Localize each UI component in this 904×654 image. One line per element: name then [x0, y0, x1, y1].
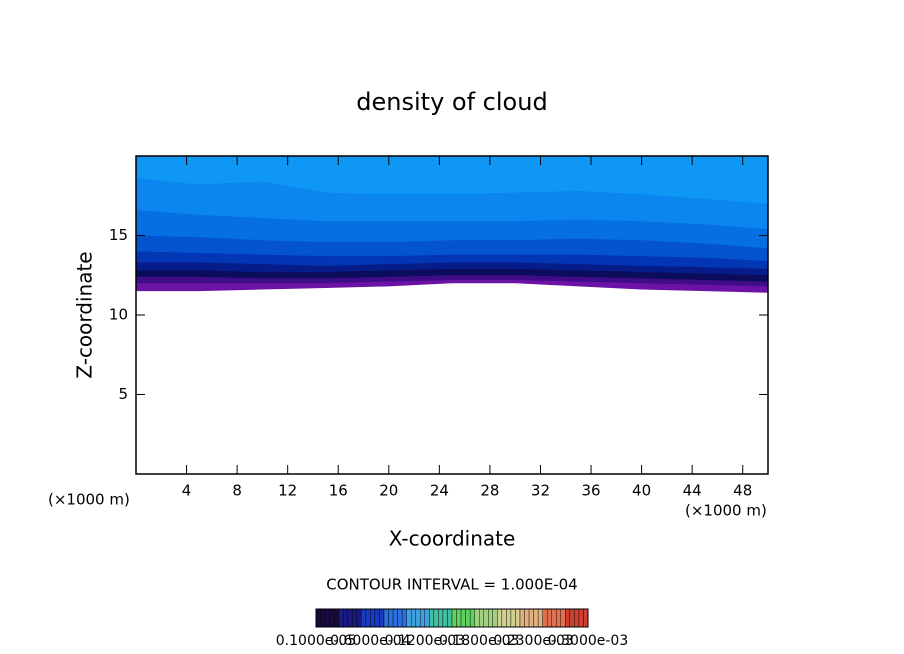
cloud-base [136, 283, 768, 474]
colorbar-swatch [474, 608, 480, 628]
colorbar-swatch [569, 608, 575, 628]
colorbar-swatch [515, 608, 521, 628]
colorbar-swatch [397, 608, 403, 628]
colorbar-swatch [420, 608, 425, 628]
x-unit-label: (×1000 m) [685, 502, 767, 520]
colorbar-swatch [578, 608, 584, 628]
colorbar-swatch [469, 608, 475, 628]
colorbar-swatch [406, 608, 412, 628]
colorbar-swatch [451, 608, 457, 628]
colorbar-swatch [479, 608, 484, 628]
colorbar-label: 0.6000e-04 [330, 633, 411, 649]
colorbar-swatch [560, 608, 566, 628]
colorbar-swatch [447, 608, 453, 628]
colorbar-swatch [524, 608, 530, 628]
x-tick-label: 48 [733, 482, 752, 500]
x-tick-label: 28 [480, 482, 499, 500]
colorbar-swatch [556, 608, 561, 628]
colorbar-label: 0.2300e-03 [493, 633, 573, 649]
colorbar-swatch [519, 608, 525, 628]
y-axis-label: Z-coordinate [73, 251, 97, 378]
y-tick-label: 10 [109, 306, 128, 324]
colorbar-swatch [374, 608, 380, 628]
colorbar-swatch [343, 608, 348, 628]
x-tick-label: 36 [581, 482, 600, 500]
colorbar-swatch [510, 608, 516, 628]
colorbar-swatch [324, 608, 330, 628]
colorbar-swatch [320, 608, 326, 628]
contour-interval: CONTOUR INTERVAL = 1.000E-04 [326, 576, 577, 594]
colorbar-swatch [401, 608, 407, 628]
colorbar-swatch [483, 608, 489, 628]
colorbar-swatch [433, 608, 439, 628]
colorbar-swatch [429, 608, 435, 628]
colorbar-swatch [365, 608, 371, 628]
x-tick-label: 44 [683, 482, 702, 500]
colorbar-swatch [370, 608, 376, 628]
colorbar-label: 0.1800e-03 [439, 633, 519, 649]
colorbar-swatch [333, 608, 339, 628]
colorbar-swatch [438, 608, 444, 628]
colorbar-frame [315, 608, 589, 628]
colorbar-swatch [315, 608, 321, 628]
colorbar-swatch [379, 608, 385, 628]
x-tick-label: 32 [531, 482, 550, 500]
colorbar-swatch [565, 608, 571, 628]
chart-title: density of cloud [356, 88, 547, 116]
colorbar-swatch [456, 608, 462, 628]
colorbar-swatch [383, 608, 389, 628]
colorbar-swatch [574, 608, 580, 628]
x-tick-label: 20 [379, 482, 398, 500]
colorbar-swatch [329, 608, 335, 628]
x-tick-label: 16 [329, 482, 348, 500]
x-tick-label: 12 [278, 482, 297, 500]
colorbar-swatch [583, 608, 589, 628]
colorbar-swatch [388, 608, 394, 628]
colorbar-label: 0.1000e-05 [276, 633, 356, 649]
colorbar-swatch [465, 608, 471, 628]
x-axis-label: X-coordinate [389, 527, 516, 551]
colorbar-swatch [424, 608, 430, 628]
colorbar-swatch [497, 608, 503, 628]
colorbar-swatch [347, 608, 353, 628]
colorbar-swatch [528, 608, 534, 628]
colorbar-swatch [356, 608, 362, 628]
x-tick-label: 40 [632, 482, 651, 500]
colorbar-label: 0.1200e-03 [385, 633, 465, 649]
colorbar-swatch [542, 608, 548, 628]
colorbar-swatch [392, 608, 398, 628]
colorbar-swatch [547, 608, 552, 628]
colorbar-swatch [492, 608, 498, 628]
colorbar-swatch [506, 608, 512, 628]
y-tick-label: 15 [109, 226, 128, 244]
colorbar-swatch [551, 608, 557, 628]
x-tick-label: 4 [182, 482, 192, 500]
colorbar-swatch [411, 608, 416, 628]
colorbar-swatch [352, 608, 357, 628]
colorbar-swatch [537, 608, 543, 628]
colorbar-swatch [460, 608, 466, 628]
colorbar-swatch [361, 608, 367, 628]
x-unit-label: (×1000 m) [48, 491, 130, 509]
y-tick-label: 5 [118, 385, 128, 403]
colorbar-swatch [415, 608, 421, 628]
colorbar-swatch [442, 608, 448, 628]
colorbar-label: 0.3000e-03 [548, 633, 628, 649]
colorbar-swatch [533, 608, 539, 628]
x-tick-label: 8 [232, 482, 242, 500]
x-tick-label: 24 [430, 482, 449, 500]
colorbar-swatch [338, 608, 344, 628]
colorbar-swatch [488, 608, 493, 628]
colorbar-swatch [501, 608, 507, 628]
